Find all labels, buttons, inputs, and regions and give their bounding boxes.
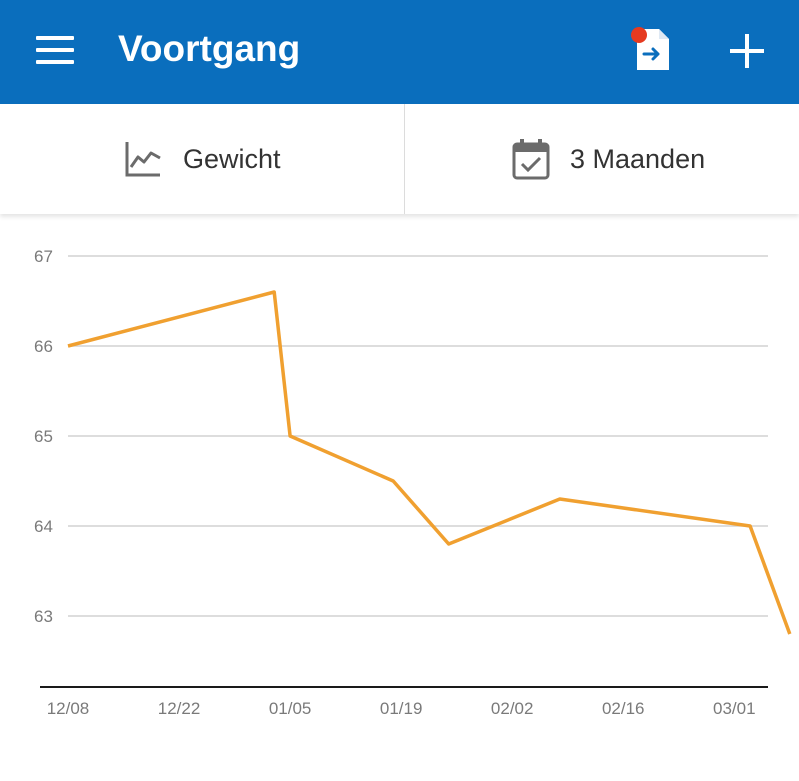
y-tick-label: 64: [34, 517, 53, 536]
add-icon: [730, 34, 764, 68]
series-line: [67, 290, 792, 635]
y-tick-label: 65: [34, 427, 53, 446]
x-tick-label: 01/05: [269, 699, 312, 716]
calendar-check-icon: [512, 139, 550, 180]
range-label: 3 Maanden: [570, 144, 706, 174]
y-tick-label: 67: [34, 247, 53, 266]
weight-chart: 63 64 65 66 67 12/08 12/22 01/05 01/19 02/02 02/1…: [34, 247, 792, 716]
y-tick-label: 66: [34, 337, 53, 356]
export-button[interactable]: [624, 24, 680, 76]
metric-selector[interactable]: Gewicht: [0, 104, 404, 214]
toolbar-divider: [404, 104, 405, 214]
x-tick-label: 12/08: [47, 699, 90, 716]
page-title: Voortgang: [118, 28, 301, 69]
metric-label: Gewicht: [183, 144, 281, 174]
y-axis-ticks: 63 64 65 66 67: [34, 247, 53, 626]
range-selector[interactable]: 3 Maanden: [405, 104, 799, 214]
export-document-icon: [631, 27, 669, 70]
app-bar: Voortgang: [0, 0, 799, 104]
x-tick-label: 03/01: [713, 699, 756, 716]
menu-button[interactable]: [36, 36, 74, 64]
x-tick-label: 01/19: [380, 699, 423, 716]
grid-lines: [68, 255, 768, 617]
notification-dot-icon: [631, 27, 647, 43]
x-axis-ticks: 12/08 12/22 01/05 01/19 02/02 02/16 03/01: [47, 699, 756, 716]
x-tick-label: 12/22: [158, 699, 201, 716]
line-chart-icon: [125, 142, 161, 177]
x-tick-label: 02/02: [491, 699, 534, 716]
x-tick-label: 02/16: [602, 699, 645, 716]
filter-toolbar: Gewicht 3 Maanden: [0, 104, 799, 214]
add-button[interactable]: [724, 28, 770, 74]
y-tick-label: 63: [34, 607, 53, 626]
